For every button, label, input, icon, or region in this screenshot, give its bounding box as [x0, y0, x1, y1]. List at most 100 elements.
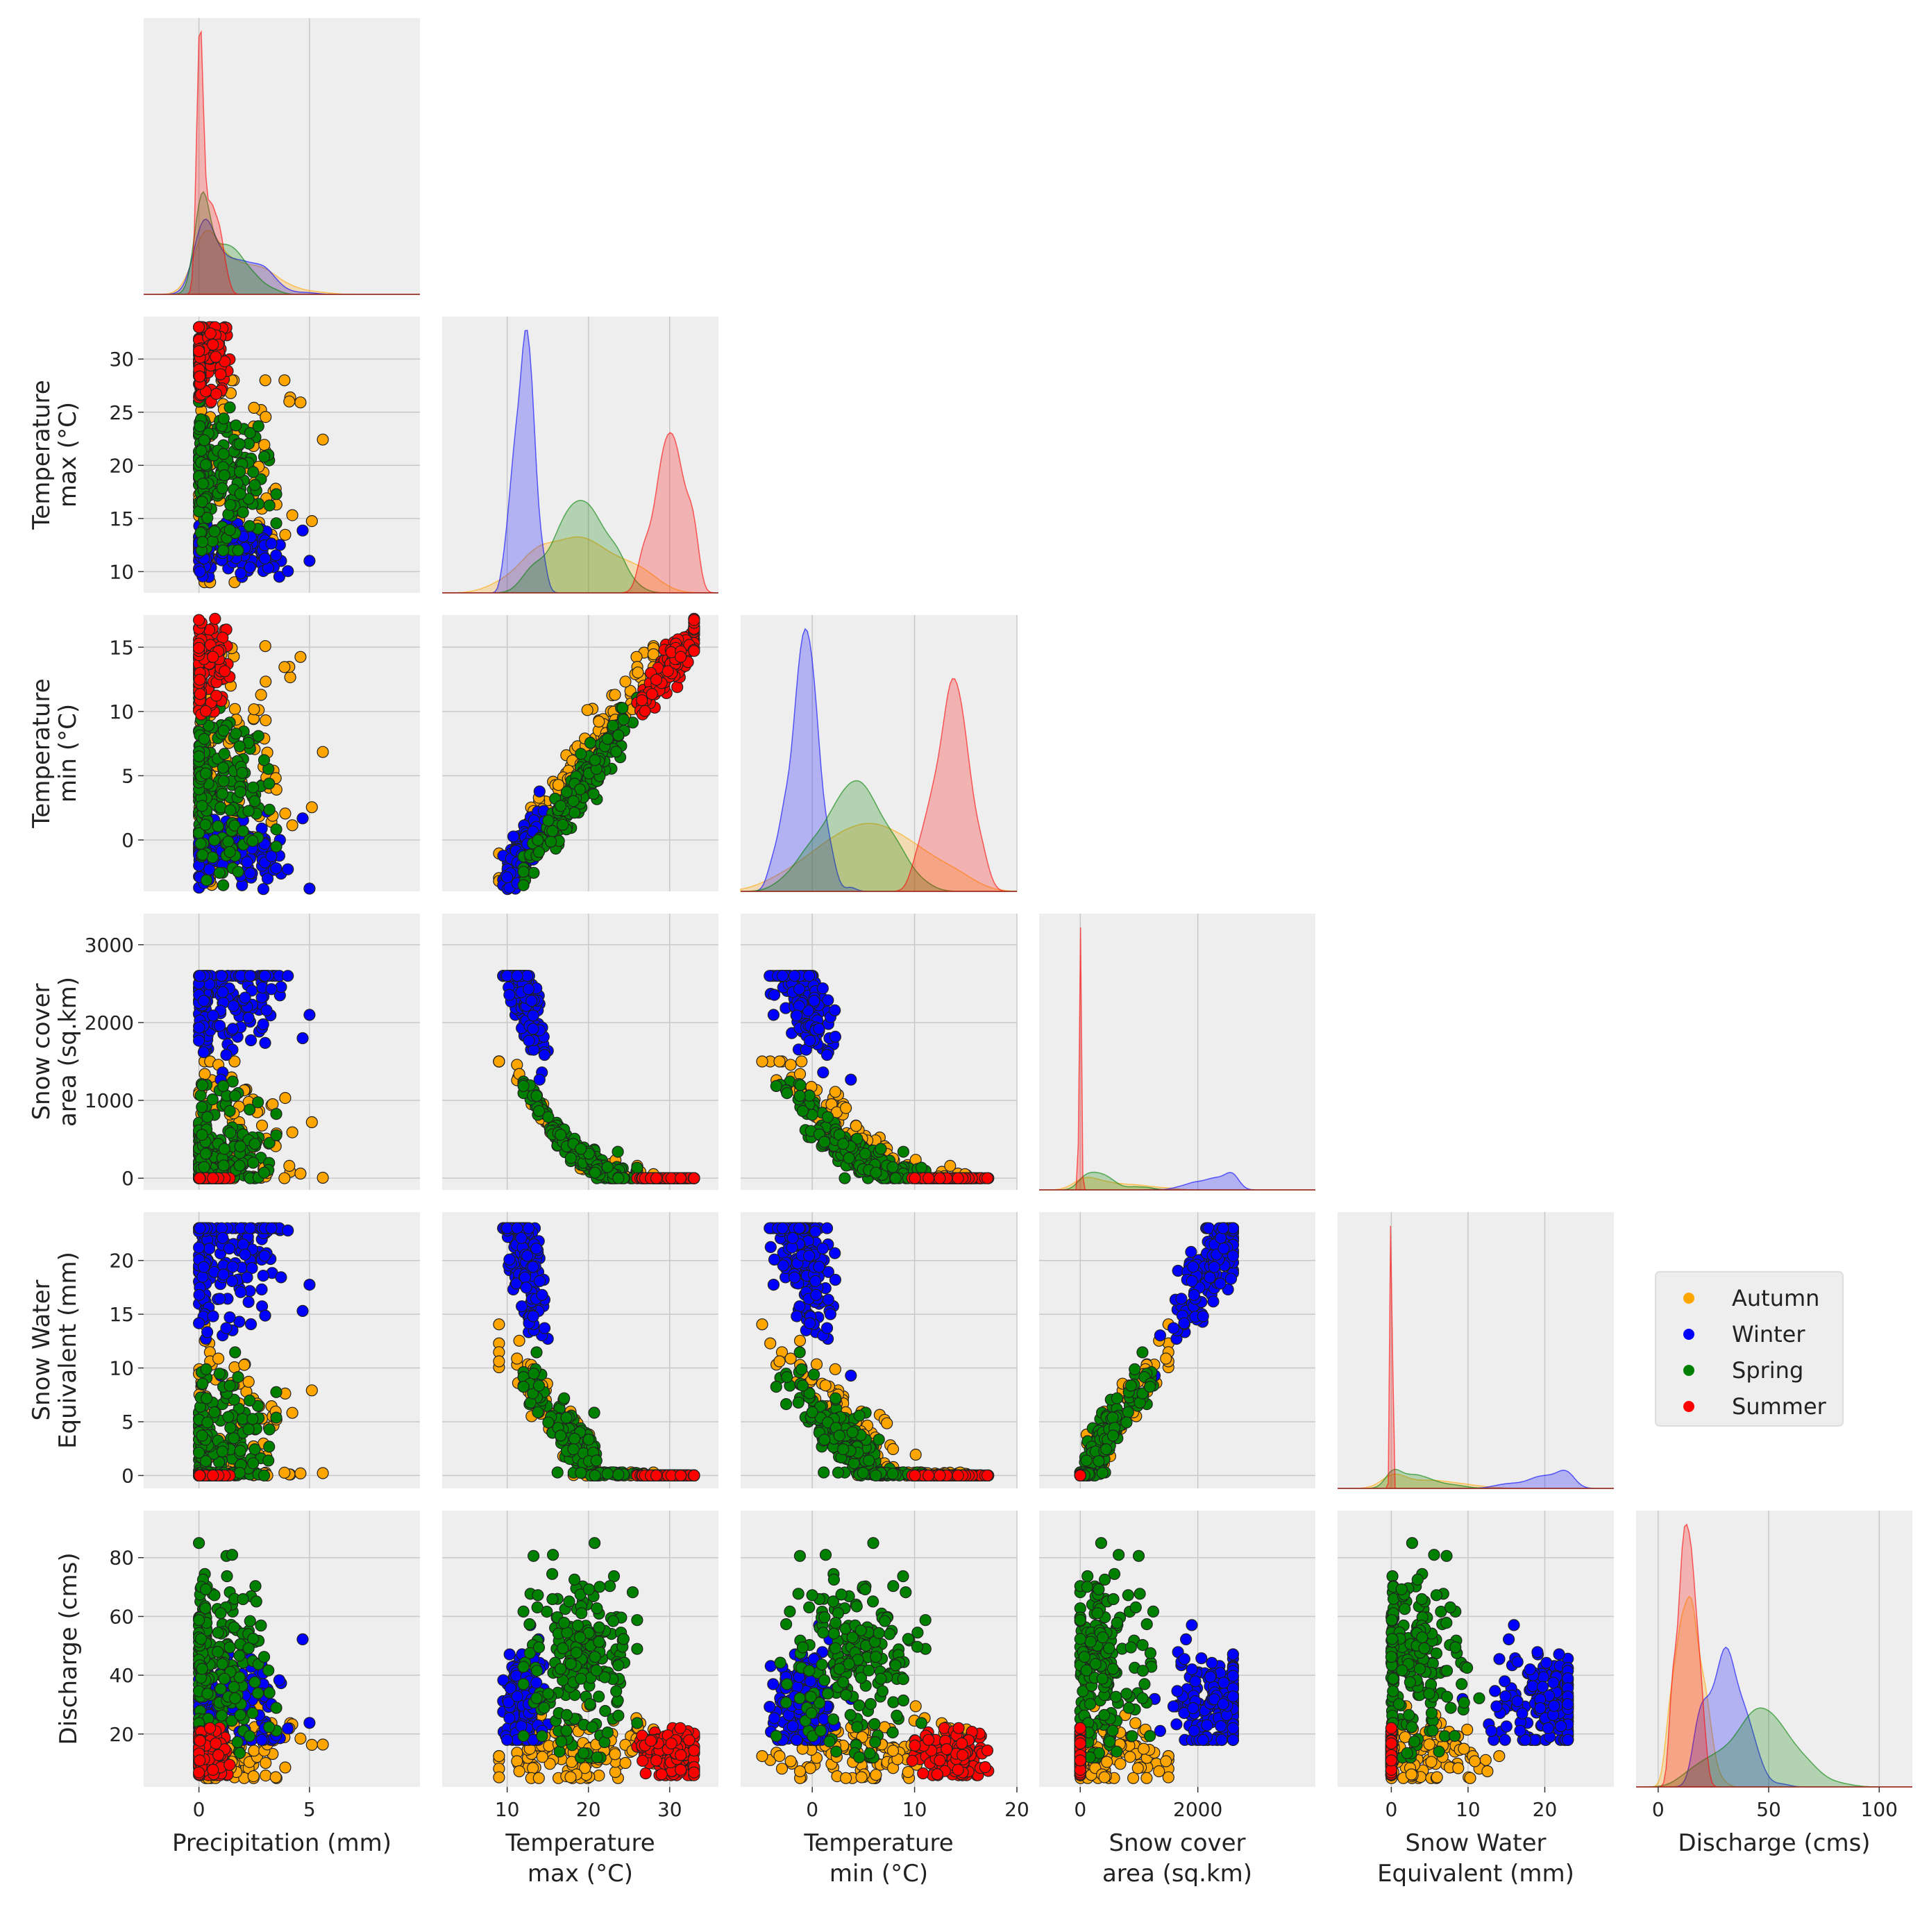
point-spring	[821, 1111, 834, 1123]
point-spring	[234, 1445, 246, 1457]
point-summer	[688, 1172, 700, 1184]
point-spring	[201, 1392, 213, 1404]
point-autumn	[283, 395, 296, 408]
point-spring	[794, 1079, 807, 1091]
point-autumn	[259, 640, 271, 653]
point-spring	[201, 512, 214, 524]
point-summer	[199, 705, 212, 717]
point-spring	[217, 544, 230, 557]
point-winter	[533, 785, 546, 798]
point-winter	[258, 1250, 271, 1262]
point-spring	[589, 754, 601, 766]
point-summer	[646, 688, 658, 700]
point-spring	[249, 1443, 261, 1456]
point-spring	[242, 1423, 255, 1436]
point-winter	[226, 1275, 238, 1288]
point-spring	[193, 750, 205, 763]
point-spring	[554, 1128, 567, 1141]
point-spring	[616, 702, 629, 714]
point-winter	[203, 863, 216, 876]
point-spring	[258, 1469, 271, 1481]
point-spring	[232, 544, 244, 557]
point-spring	[252, 730, 264, 742]
point-winter	[214, 1019, 226, 1032]
point-winter	[793, 983, 806, 996]
point-spring	[262, 1454, 275, 1467]
point-autumn	[279, 1091, 292, 1104]
point-spring	[222, 835, 235, 848]
point-autumn	[850, 1120, 862, 1132]
point-winter	[525, 994, 538, 1007]
point-autumn	[284, 671, 296, 684]
point-autumn	[255, 1119, 269, 1132]
point-spring	[249, 1138, 261, 1150]
point-autumn	[279, 807, 292, 820]
point-summer	[636, 694, 648, 707]
point-spring	[530, 1089, 543, 1102]
point-winter	[257, 1018, 269, 1031]
panel-sca-vs-precip	[144, 914, 420, 1190]
point-autumn	[493, 1355, 505, 1368]
point-spring	[217, 412, 230, 425]
point-spring	[610, 746, 623, 758]
point-winter	[270, 862, 283, 875]
point-winter	[259, 1036, 271, 1049]
kde-autumn-tmax	[442, 536, 718, 594]
point-winter	[220, 1322, 233, 1334]
point-spring	[217, 879, 230, 891]
point-winter	[198, 994, 210, 1007]
point-winter	[244, 1222, 256, 1234]
point-autumn	[829, 1086, 841, 1098]
point-spring	[258, 451, 271, 463]
point-spring	[517, 866, 530, 878]
point-winter	[521, 1250, 534, 1262]
point-winter	[813, 1023, 825, 1035]
point-spring	[218, 1143, 230, 1155]
point-spring	[194, 837, 207, 850]
point-winter	[303, 1278, 316, 1291]
point-spring	[532, 834, 544, 846]
panel-tmax-vs-tmax	[442, 317, 718, 593]
point-winter	[503, 989, 516, 1001]
point-spring	[218, 469, 230, 482]
point-autumn	[756, 1055, 768, 1068]
point-autumn	[278, 374, 291, 387]
point-winter	[223, 1242, 235, 1255]
point-summer	[209, 612, 221, 625]
point-summer	[194, 673, 206, 686]
point-spring	[617, 713, 630, 726]
point-winter	[193, 1034, 205, 1047]
point-winter	[500, 1222, 514, 1234]
point-winter	[193, 1288, 205, 1301]
point-autumn	[317, 433, 329, 446]
point-autumn	[294, 1467, 307, 1479]
point-spring	[199, 1455, 212, 1468]
point-spring	[229, 1346, 242, 1359]
point-winter	[242, 1295, 255, 1309]
point-spring	[201, 1111, 214, 1123]
point-autumn	[630, 650, 643, 663]
point-autumn	[795, 1055, 808, 1068]
point-winter	[194, 1222, 206, 1234]
point-spring	[244, 426, 256, 439]
point-summer	[952, 1172, 964, 1184]
point-winter	[242, 1011, 255, 1024]
point-spring	[217, 775, 230, 787]
point-winter	[237, 1238, 249, 1251]
point-autumn	[212, 1352, 225, 1365]
point-spring	[818, 1136, 831, 1148]
point-winter	[791, 1009, 803, 1022]
point-winter	[265, 537, 278, 550]
point-spring	[234, 465, 246, 478]
point-autumn	[258, 439, 271, 451]
point-winter	[226, 1261, 239, 1273]
point-autumn	[511, 1352, 523, 1365]
point-spring	[224, 1104, 236, 1118]
point-spring	[837, 1138, 850, 1150]
point-spring	[198, 732, 210, 746]
point-summer	[934, 1172, 946, 1184]
point-spring	[232, 866, 244, 878]
point-summer	[688, 614, 700, 626]
point-spring	[575, 748, 587, 760]
point-autumn	[286, 1126, 298, 1139]
